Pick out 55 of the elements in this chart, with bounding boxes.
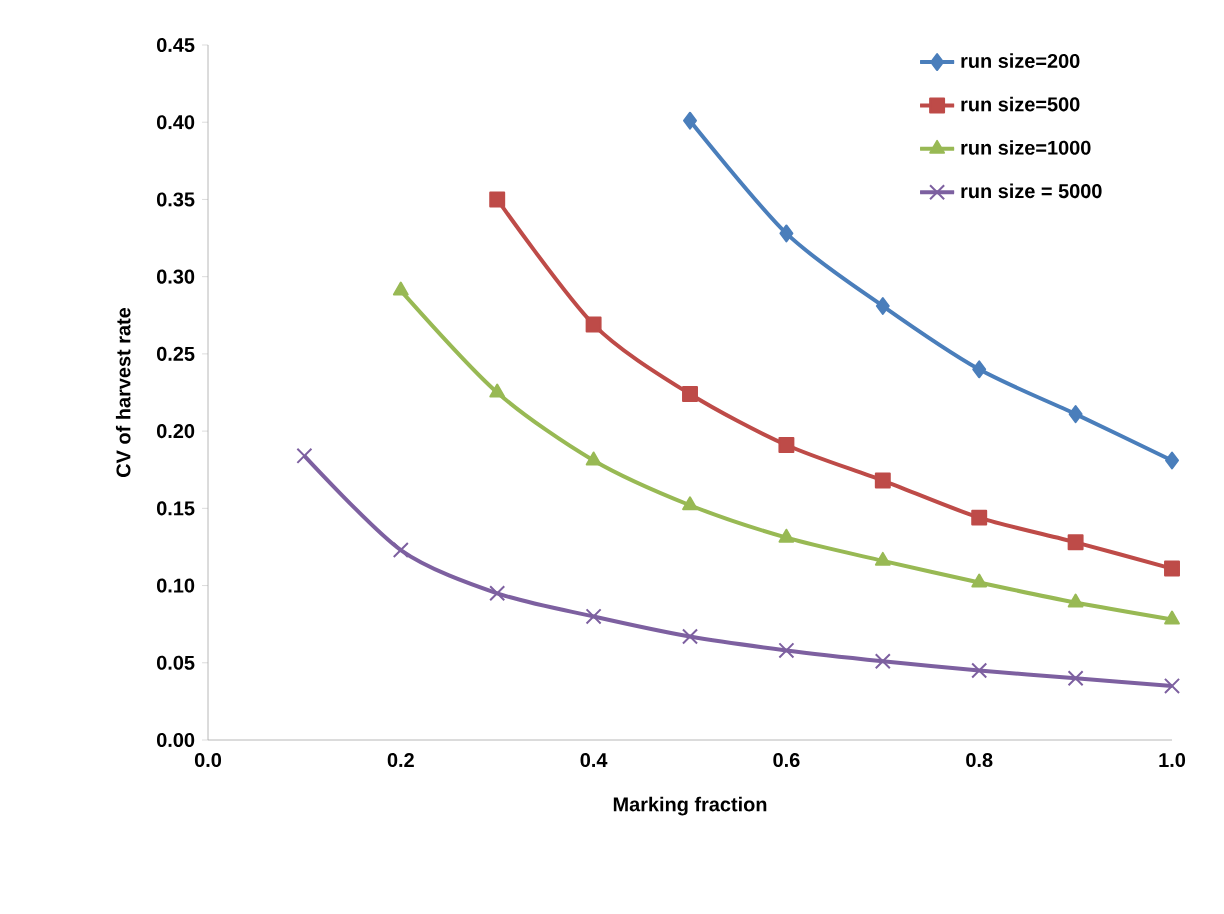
point bbox=[971, 573, 988, 588]
point bbox=[875, 297, 890, 315]
y-tick-label: 0.00 bbox=[156, 732, 195, 748]
x-tick-label: 0.2 bbox=[387, 753, 414, 768]
y-tick-label: 0.10 bbox=[156, 578, 195, 593]
point bbox=[874, 653, 891, 670]
point bbox=[1067, 534, 1084, 551]
point bbox=[778, 642, 795, 659]
point bbox=[1068, 405, 1083, 424]
legend-label: run size=500 bbox=[961, 96, 1080, 112]
point bbox=[682, 386, 698, 403]
point bbox=[1163, 677, 1181, 694]
point bbox=[585, 451, 602, 466]
point bbox=[971, 662, 988, 679]
y-tick-label: 0.20 bbox=[156, 424, 195, 439]
point bbox=[778, 437, 795, 453]
point bbox=[683, 111, 697, 130]
legend-label: run size = 5000 bbox=[961, 183, 1102, 199]
point bbox=[1067, 593, 1084, 608]
point bbox=[874, 551, 891, 566]
point bbox=[392, 541, 409, 559]
y-tick-label: 0.40 bbox=[156, 115, 195, 130]
x-tick-label: 1.0 bbox=[1159, 753, 1186, 768]
point bbox=[778, 528, 795, 543]
y-tick-label: 0.15 bbox=[156, 501, 195, 516]
point bbox=[1164, 560, 1180, 577]
point bbox=[296, 447, 313, 464]
point bbox=[1067, 670, 1084, 687]
x-tick-label: 0.6 bbox=[773, 753, 800, 768]
point bbox=[971, 509, 988, 526]
point bbox=[779, 224, 794, 243]
y-axis-title: CV of harvest rate bbox=[115, 307, 131, 477]
point bbox=[681, 628, 699, 645]
point bbox=[392, 281, 409, 296]
point bbox=[585, 316, 602, 333]
legend-label: run size=200 bbox=[961, 53, 1080, 68]
point bbox=[1164, 610, 1180, 625]
x-axis-title: Marking fraction bbox=[613, 796, 767, 816]
point bbox=[1165, 451, 1179, 470]
y-tick-label: 0.45 bbox=[156, 37, 195, 53]
y-tick-label: 0.05 bbox=[156, 655, 195, 670]
point bbox=[489, 585, 506, 602]
point bbox=[874, 472, 891, 489]
point bbox=[489, 191, 506, 208]
point bbox=[489, 383, 506, 398]
legend-label: run size=1000 bbox=[961, 140, 1091, 155]
point bbox=[585, 608, 602, 625]
y-tick-label: 0.35 bbox=[156, 192, 195, 207]
y-tick-label: 0.25 bbox=[156, 346, 195, 361]
x-tick-label: 0.0 bbox=[194, 753, 222, 768]
x-tick-label: 0.4 bbox=[580, 753, 608, 768]
x-tick-label: 0.8 bbox=[966, 753, 993, 768]
point bbox=[972, 360, 987, 379]
y-tick-label: 0.30 bbox=[156, 269, 195, 284]
point bbox=[682, 496, 698, 511]
